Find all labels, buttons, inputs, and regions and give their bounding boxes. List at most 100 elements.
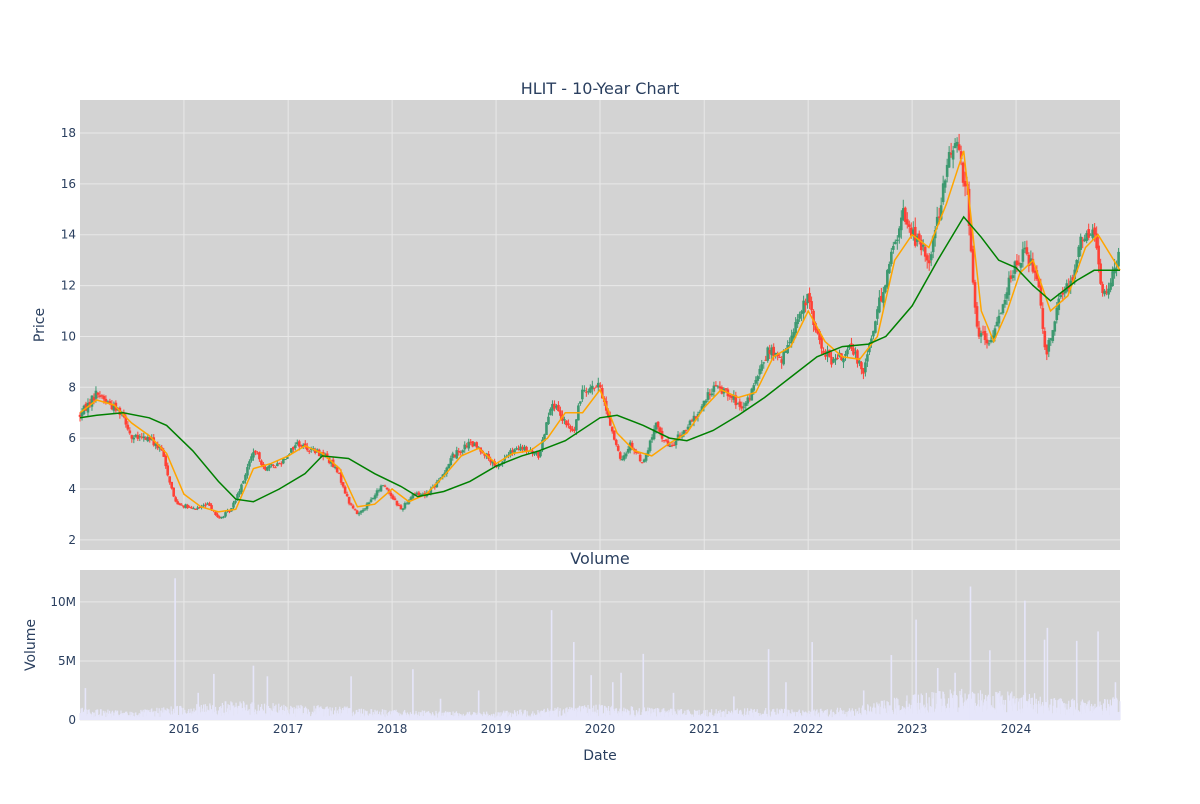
candlestick-body [551,404,554,411]
candlestick [375,488,379,498]
candlestick-body [142,436,146,439]
volume-bar [509,712,512,720]
candlestick-body [702,400,706,408]
candlestick-body [806,293,809,304]
candlestick-body [1091,229,1094,238]
candlestick-body [162,449,166,457]
volume-bar [604,706,606,720]
candlestick-body [403,503,407,509]
candlestick [866,349,869,367]
candlestick-body [537,451,540,458]
x-tick-label: 2024 [1001,722,1032,736]
candlestick-body [541,439,544,451]
candlestick [933,226,937,247]
volume-bar [300,704,302,720]
candlestick-body [736,403,740,405]
volume-spike-bar [785,682,787,720]
candlestick-body [361,509,365,512]
candlestick-body [389,492,393,497]
candlestick [758,365,762,379]
candlestick [1033,265,1037,281]
candlestick-body [746,397,750,404]
candlestick-body [309,449,313,451]
candlestick-body [927,260,931,264]
candlestick [88,398,92,408]
volume-bar [225,701,227,720]
candlestick [768,344,772,360]
candlestick [256,451,259,455]
volume-bar [140,709,142,720]
candlestick-body [220,516,223,519]
candlestick-body [1101,284,1104,293]
candlestick-body [98,395,102,397]
candlestick [307,449,311,455]
candlestick [899,210,903,239]
candlestick-body [557,404,560,411]
candlestick [1061,287,1065,302]
candlestick [846,346,849,358]
candlestick [626,445,630,454]
volume-bar [1011,691,1013,720]
candlestick [363,507,367,512]
candlestick-body [567,423,570,426]
candlestick-body [78,414,82,417]
candlestick [473,441,476,447]
candlestick [589,384,592,394]
candlestick [740,401,744,412]
volume-bar [457,715,459,720]
candlestick-body [874,321,877,333]
candlestick-body [461,450,465,453]
x-tick-label: 2017 [273,722,304,736]
candlestick [1081,237,1084,249]
candlestick [282,458,285,465]
volume-bar [1016,698,1018,720]
candlestick-body [190,507,193,509]
candlestick-body [457,450,461,453]
x-tick-label: 2019 [481,722,512,736]
candlestick-body [429,488,433,493]
volume-bar [283,704,285,720]
candlestick [884,284,887,294]
candlestick-body [1079,236,1083,250]
volume-bar [1023,694,1025,720]
volume-bar [587,704,589,720]
candlestick [471,441,475,448]
candlestick-body [260,460,263,465]
candlestick-body [884,285,887,293]
candlestick-body [539,450,542,457]
candlestick-body [463,444,467,450]
candlestick [897,226,901,244]
candlestick-body [858,360,861,364]
candlestick-body [1083,238,1086,242]
candlestick-body [872,330,875,337]
volume-bar [940,698,942,720]
candlestick [880,287,883,303]
candlestick [222,515,225,519]
candlestick [309,446,313,453]
candlestick-body [591,385,594,390]
candlestick-body [499,464,502,466]
candlestick [198,506,201,509]
volume-bar [582,705,584,720]
candlestick-body [349,503,353,505]
volume-bar [1116,699,1118,720]
candlestick-body [943,180,947,188]
candlestick [987,340,991,347]
candlestick-body [1033,270,1037,273]
volume-bar [589,709,591,720]
volume-bar [1094,703,1096,720]
volume-spike-bar [1043,639,1046,720]
candlestick-body [373,495,377,499]
candlestick [138,434,142,442]
volume-y-tick-label: 10M [50,595,76,609]
candlestick [242,480,245,484]
volume-bar [1064,707,1066,720]
volume-bar [750,709,753,720]
candlestick-body [124,416,128,425]
candlestick [1027,252,1031,273]
volume-bar [1051,698,1053,720]
candlestick [545,421,548,436]
candlestick-body [690,420,694,422]
candlestick-body [569,426,572,429]
candlestick-body [758,368,762,375]
